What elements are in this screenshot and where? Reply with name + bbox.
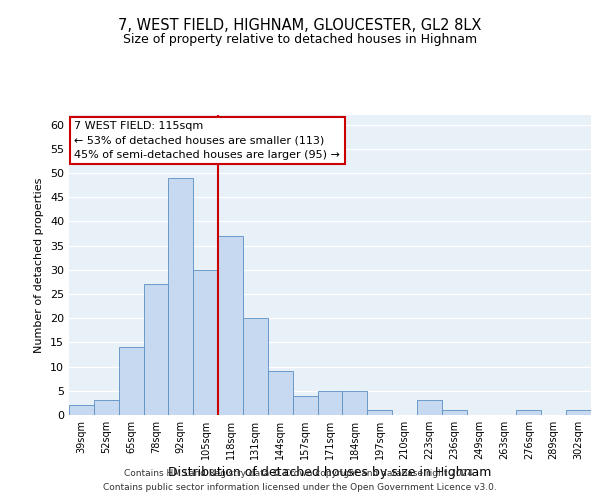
Bar [119,348,143,415]
Bar [69,406,94,415]
Bar [268,372,293,415]
Bar [243,318,268,415]
Bar [193,270,218,415]
Bar [293,396,317,415]
Bar [343,391,367,415]
Y-axis label: Number of detached properties: Number of detached properties [34,178,44,352]
Text: Contains HM Land Registry data © Crown copyright and database right 2024.: Contains HM Land Registry data © Crown c… [124,468,476,477]
Bar [169,178,193,415]
Bar [442,410,467,415]
Bar [566,410,591,415]
Bar [143,284,169,415]
Bar [517,410,541,415]
Text: 7 WEST FIELD: 115sqm
← 53% of detached houses are smaller (113)
45% of semi-deta: 7 WEST FIELD: 115sqm ← 53% of detached h… [74,121,340,160]
Bar [317,391,343,415]
Text: 7, WEST FIELD, HIGHNAM, GLOUCESTER, GL2 8LX: 7, WEST FIELD, HIGHNAM, GLOUCESTER, GL2 … [118,18,482,32]
Bar [94,400,119,415]
Bar [367,410,392,415]
Text: Size of property relative to detached houses in Highnam: Size of property relative to detached ho… [123,32,477,46]
Bar [218,236,243,415]
X-axis label: Distribution of detached houses by size in Highnam: Distribution of detached houses by size … [169,466,491,479]
Bar [417,400,442,415]
Text: Contains public sector information licensed under the Open Government Licence v3: Contains public sector information licen… [103,484,497,492]
